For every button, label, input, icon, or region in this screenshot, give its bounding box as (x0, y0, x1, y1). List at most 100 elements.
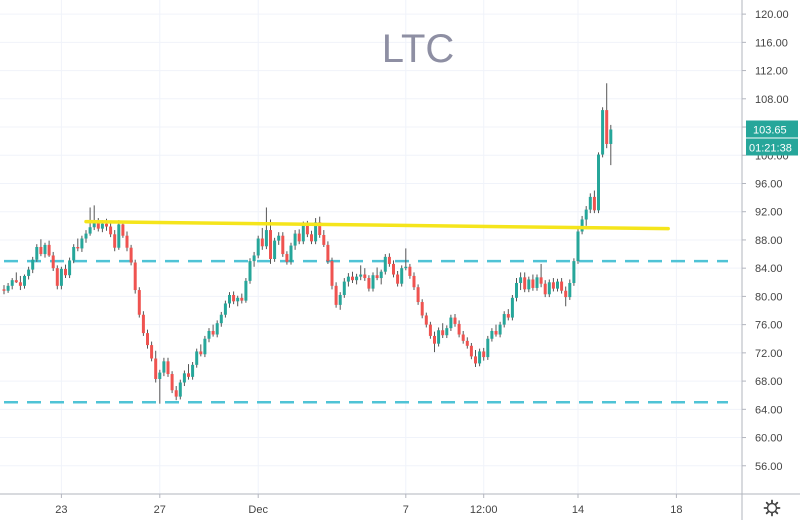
candle-body-down (260, 238, 264, 247)
candle (556, 278, 559, 292)
candle (64, 264, 67, 279)
candle-body-down (408, 266, 412, 276)
x-tick-label: Dec (248, 504, 268, 516)
candle (588, 193, 592, 214)
y-tick-label: 84.00 (755, 263, 783, 275)
candle (277, 232, 281, 245)
candle-body-up (182, 373, 186, 383)
candle-body-up (519, 277, 523, 283)
candle-body-down (387, 256, 391, 264)
candle-body-down (322, 235, 326, 245)
candle (412, 272, 416, 291)
candle-body-down (318, 222, 322, 236)
y-tick-label: 108.00 (755, 94, 789, 106)
candle (273, 237, 277, 262)
candle-body-up (244, 280, 248, 301)
x-tick-label: 27 (154, 504, 166, 516)
candle (367, 275, 371, 292)
candle-body-down (457, 323, 461, 335)
candle-body-down (14, 280, 18, 283)
candle (404, 248, 408, 271)
candle (281, 232, 285, 257)
candle (289, 242, 293, 265)
candle-body-up (584, 209, 588, 220)
candle-body-down (424, 315, 428, 325)
candle-body-up (301, 225, 305, 242)
candle-body-up (478, 351, 482, 364)
candle-body-down (428, 324, 432, 336)
candle-body-down (232, 294, 236, 302)
candle-body-down (330, 261, 334, 286)
candle (400, 265, 404, 287)
candle (474, 350, 477, 367)
candle (396, 270, 400, 287)
candle-body-up (338, 294, 342, 305)
candle-body-up (80, 238, 84, 249)
chart-title: LTC (382, 27, 455, 71)
candle-body-down (39, 247, 43, 255)
candle-body-down (240, 297, 244, 301)
candle-body-up (256, 238, 260, 256)
candle-body-up (510, 297, 514, 318)
candle-body-up (379, 271, 383, 279)
candle (576, 228, 580, 264)
candle-body-down (453, 317, 457, 324)
candle-body-down (2, 289, 6, 291)
candle (293, 230, 297, 250)
candle-body-up (117, 224, 121, 248)
candle (420, 299, 424, 319)
candle-body-up (27, 269, 31, 276)
candle-body-down (105, 223, 108, 227)
candle (506, 309, 510, 321)
candle (543, 280, 547, 298)
candle-body-up (68, 260, 72, 276)
candle (437, 327, 441, 347)
candle-body-down (211, 330, 215, 335)
candle (310, 230, 313, 245)
price-axis[interactable]: 56.00 60.00 64.00 68.00 72.00 76.00 80.00 84.00… (741, 0, 789, 520)
candle-body-up (400, 268, 404, 284)
x-tick-label: 23 (55, 504, 67, 516)
candle-body-down (166, 361, 170, 375)
candle (314, 218, 318, 245)
candle (597, 152, 600, 214)
candle-body-down (531, 279, 535, 288)
gear-icon[interactable] (763, 499, 781, 517)
candle-body-up (273, 240, 277, 259)
candle-body-down (392, 263, 395, 275)
candle-body-up (371, 275, 375, 289)
y-tick-label: 120.00 (755, 9, 789, 21)
candle-body-down (605, 110, 609, 144)
candle-body-down (416, 287, 420, 303)
candle-body-up (59, 268, 63, 286)
candle (551, 278, 555, 292)
candle (117, 220, 121, 250)
candle-body-down (121, 224, 125, 236)
y-tick-label: 64.00 (755, 404, 783, 416)
candle (469, 342, 473, 360)
candle (84, 230, 88, 243)
candle-body-up (6, 285, 10, 291)
candle (601, 107, 605, 158)
candle (457, 320, 461, 338)
candle-body-down (506, 314, 510, 318)
candle (260, 227, 264, 250)
candle (592, 190, 596, 214)
gear-icon-tooth (765, 510, 770, 515)
candle-body-down (269, 230, 272, 259)
candle (494, 324, 498, 337)
horizontal-levels (4, 259, 728, 404)
candle-body-up (556, 281, 559, 289)
candle-body-up (100, 223, 104, 229)
candle-body-up (346, 276, 350, 282)
candle-body-up (178, 382, 182, 397)
candle (113, 230, 117, 252)
resistance-trend-line[interactable] (84, 219, 670, 231)
candle-body-up (580, 219, 584, 232)
settings-button[interactable] (763, 499, 781, 517)
candle-body-down (420, 302, 424, 316)
time-axis[interactable]: 23 27 Dec 7 12:00 14 18 (0, 493, 800, 516)
x-tick-label: 12:00 (470, 504, 498, 516)
candle-body-down (543, 283, 547, 295)
candle (240, 293, 244, 304)
